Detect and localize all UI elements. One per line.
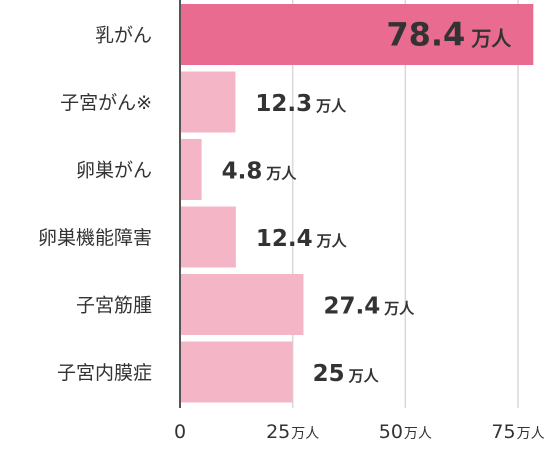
gridlines (291, 0, 519, 408)
bars (180, 4, 534, 403)
value-unit: 万人 (315, 97, 347, 115)
x-tick-label: 25万人 (266, 421, 319, 443)
value-label: 4.8 万人 (222, 159, 298, 185)
bar (180, 206, 236, 268)
value-number: 25 (313, 361, 345, 387)
bar (180, 71, 236, 133)
value-number: 12.3 (255, 91, 312, 117)
category-label: 子宮筋腫 (76, 295, 152, 317)
value-label: 78.4 万人 (386, 16, 512, 54)
x-tick-label: 75万人 (491, 421, 544, 443)
value-unit: 万人 (316, 232, 348, 250)
x-tick-label: 50万人 (379, 421, 432, 443)
value-unit: 万人 (470, 27, 512, 51)
x-tick-value: 25 (266, 421, 290, 443)
x-tick-unit: 万人 (291, 426, 319, 442)
category-label: 子宮がん※ (60, 92, 152, 114)
x-tick-value: 0 (174, 421, 186, 443)
bar (180, 139, 202, 200)
x-tick-unit: 万人 (404, 426, 432, 442)
value-number: 4.8 (222, 159, 263, 185)
bar (180, 4, 534, 65)
value-label: 25 万人 (313, 361, 380, 387)
x-tick-value: 75 (491, 421, 515, 443)
value-number: 78.4 (386, 16, 465, 54)
value-unit: 万人 (383, 300, 415, 318)
bar (180, 274, 304, 335)
x-tick-value: 50 (379, 421, 403, 443)
category-label: 卵巣がん (76, 160, 152, 182)
value-label: 27.4 万人 (323, 294, 415, 320)
value-label: 12.3 万人 (255, 91, 347, 117)
x-tick-label: 0 (174, 421, 186, 443)
value-unit: 万人 (348, 367, 380, 385)
x-axis-ticks: 0 25万人 50万人 75万人 (174, 421, 545, 443)
category-label: 乳がん (95, 25, 152, 47)
value-label: 12.4 万人 (256, 226, 348, 252)
value-unit: 万人 (265, 165, 297, 183)
value-number: 12.4 (256, 226, 313, 252)
bar (180, 341, 293, 403)
category-label: 卵巣機能障害 (38, 227, 152, 249)
x-tick-unit: 万人 (517, 426, 545, 442)
value-number: 27.4 (323, 294, 380, 320)
category-label: 子宮内膜症 (57, 362, 152, 384)
